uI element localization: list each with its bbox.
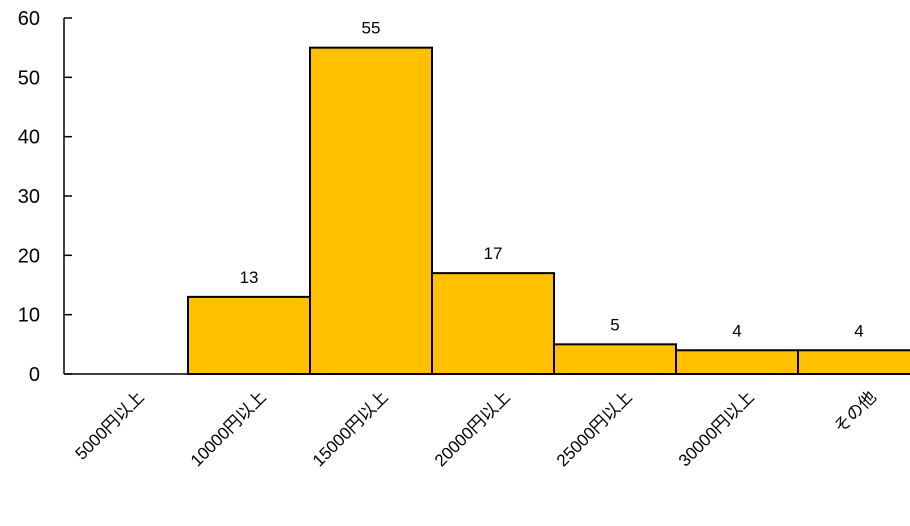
data-label-7: 4 [854, 321, 863, 340]
data-label-2: 13 [240, 268, 259, 287]
data-label-3: 55 [362, 19, 381, 38]
y-tick-label-60: 60 [18, 8, 40, 30]
data-label-5: 5 [610, 315, 619, 334]
bar-3 [309, 46, 433, 376]
axes-layer [63, 17, 910, 375]
category-label-5: 25000円以上 [553, 387, 636, 470]
category-label-6: 30000円以上 [675, 387, 758, 470]
category-label-7: その他 [830, 387, 879, 436]
y-tick-label-0: 0 [29, 364, 40, 386]
bar-5 [553, 343, 677, 376]
y-tick-label-10: 10 [18, 305, 40, 327]
category-label-1: 5000円以上 [72, 387, 148, 463]
category-label-4: 20000円以上 [431, 387, 514, 470]
data-label-4: 17 [484, 244, 503, 263]
bars-layer [187, 46, 910, 376]
bar-7 [797, 349, 910, 375]
category-label-3: 15000円以上 [309, 387, 392, 470]
category-label-2: 10000円以上 [187, 387, 270, 470]
bar-2 [187, 295, 311, 375]
data-label-6: 4 [732, 321, 741, 340]
labels-layer: 5000円以上 13 10000円以上 55 15000円以上 17 20000円以上 5 25… [18, 8, 880, 470]
y-tick-label-20: 20 [18, 245, 40, 267]
y-tick-label-30: 30 [18, 186, 40, 208]
y-tick-label-40: 40 [18, 127, 40, 149]
bar-6 [675, 349, 799, 375]
bar-4 [431, 272, 555, 375]
y-tick-label-50: 50 [18, 67, 40, 89]
